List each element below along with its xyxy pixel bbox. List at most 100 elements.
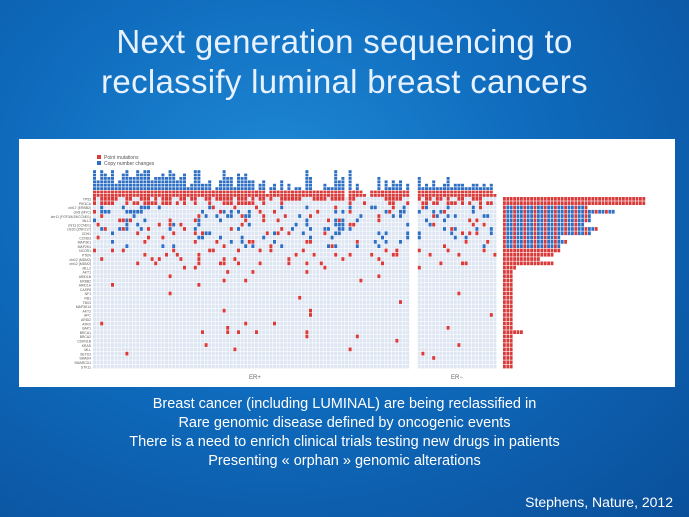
matrix-cell <box>283 326 287 330</box>
matrix-cell <box>222 326 226 330</box>
matrix-cell <box>168 308 172 313</box>
matrix-cell <box>323 326 327 330</box>
matrix-cell <box>226 304 230 309</box>
matrix-cell <box>204 295 208 300</box>
matrix-cell <box>359 278 363 283</box>
matrix-cell <box>457 313 461 317</box>
matrix-cell <box>96 209 100 214</box>
matrix-cell <box>219 257 222 261</box>
matrix-cell <box>247 214 251 218</box>
matrix-cell <box>316 313 320 317</box>
matrix-cell <box>381 205 384 210</box>
matrix-cell <box>341 347 345 352</box>
matrix-cell <box>201 295 204 300</box>
matrix-cell <box>154 278 158 283</box>
matrix-cell <box>323 356 327 360</box>
matrix-cell <box>273 227 276 231</box>
matrix-cell <box>175 240 179 244</box>
matrix-cell <box>446 313 450 317</box>
matrix-cell <box>165 244 168 248</box>
matrix-cell <box>319 270 323 274</box>
top-bar-segment <box>305 177 309 180</box>
matrix-cell <box>435 201 439 205</box>
matrix-cell <box>280 201 284 205</box>
matrix-cell <box>373 300 377 304</box>
matrix-cell <box>193 347 197 352</box>
matrix-cell <box>406 338 410 343</box>
matrix-cell <box>157 265 161 270</box>
matrix-cell <box>395 274 399 279</box>
matrix-cell <box>363 252 366 257</box>
matrix-cell <box>103 197 107 201</box>
matrix-cell <box>168 248 172 253</box>
matrix-cell <box>334 291 338 296</box>
matrix-cell <box>294 364 298 369</box>
matrix-cell <box>471 326 475 330</box>
top-bar-segment <box>316 190 320 194</box>
top-bar-segment <box>93 177 96 180</box>
matrix-cell <box>193 330 197 334</box>
matrix-cell <box>446 330 450 334</box>
matrix-cell <box>183 313 186 317</box>
matrix-cell <box>348 205 352 210</box>
top-bar-segment <box>114 183 118 187</box>
matrix-cell <box>175 274 179 279</box>
matrix-cell <box>186 201 190 205</box>
matrix-cell <box>143 201 147 205</box>
matrix-cell <box>395 283 399 287</box>
matrix-cell <box>345 214 348 218</box>
matrix-cell <box>129 222 132 227</box>
matrix-cell <box>168 240 172 244</box>
matrix-cell <box>93 257 96 261</box>
matrix-cell <box>165 240 168 244</box>
top-bar-segment <box>294 187 298 190</box>
matrix-cell <box>240 257 244 261</box>
matrix-cell <box>399 343 402 347</box>
matrix-cell <box>143 347 147 352</box>
matrix-cell <box>247 360 251 365</box>
matrix-cell <box>129 274 132 279</box>
matrix-cell <box>175 356 179 360</box>
matrix-cell <box>190 295 194 300</box>
matrix-cell <box>446 300 450 304</box>
matrix-cell <box>147 235 150 240</box>
matrix-cell <box>355 270 359 274</box>
matrix-cell <box>341 227 345 231</box>
matrix-cell <box>341 287 345 291</box>
matrix-cell <box>352 270 356 274</box>
matrix-cell <box>464 364 468 369</box>
top-bar-segment <box>262 194 266 197</box>
matrix-cell <box>118 244 122 248</box>
gene-label: ARID1A <box>79 284 92 288</box>
matrix-cell <box>432 218 436 223</box>
matrix-cell <box>247 326 251 330</box>
matrix-cell <box>432 313 436 317</box>
matrix-cell <box>435 300 439 304</box>
matrix-cell <box>421 347 425 352</box>
matrix-cell <box>468 364 472 369</box>
top-bar-segment <box>406 183 410 187</box>
matrix-cell <box>150 317 154 322</box>
matrix-cell <box>341 313 345 317</box>
matrix-cell <box>125 214 129 218</box>
matrix-cell <box>237 278 240 283</box>
matrix-cell <box>373 214 377 218</box>
matrix-cell <box>457 304 461 309</box>
top-bar-segment <box>453 194 457 197</box>
matrix-cell <box>172 313 176 317</box>
matrix-cell <box>482 274 486 279</box>
matrix-cell <box>489 218 493 223</box>
matrix-cell <box>316 209 320 214</box>
matrix-cell <box>457 214 461 218</box>
matrix-cell <box>237 274 240 279</box>
matrix-cell <box>165 283 168 287</box>
matrix-cell <box>121 356 125 360</box>
matrix-cell <box>222 338 226 343</box>
matrix-cell <box>204 265 208 270</box>
top-bar-segment <box>341 190 345 194</box>
matrix-cell <box>190 235 194 240</box>
matrix-cell <box>157 235 161 240</box>
matrix-cell <box>208 326 212 330</box>
matrix-cell <box>421 235 425 240</box>
matrix-cell <box>341 222 345 227</box>
